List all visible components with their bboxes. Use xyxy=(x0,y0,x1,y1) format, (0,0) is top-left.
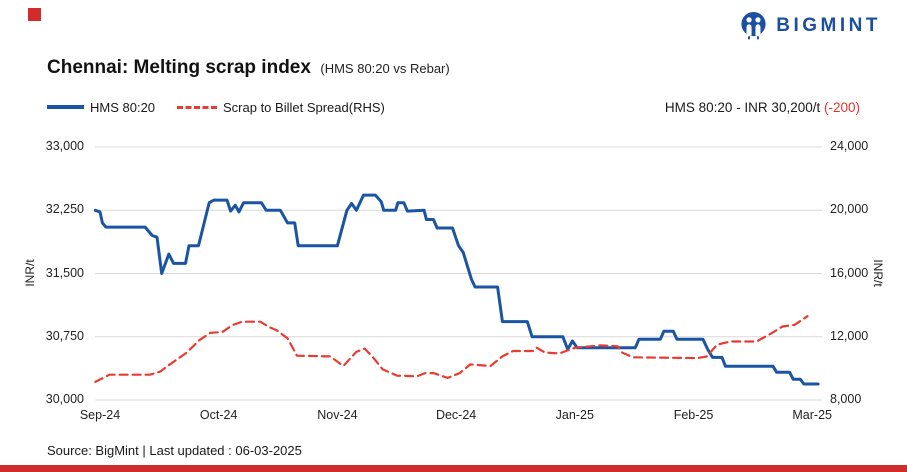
chart-plot-area xyxy=(93,146,822,401)
x-axis-tick-label: Mar-25 xyxy=(792,408,832,422)
y-axis-tick-label: 33,000 xyxy=(45,139,84,153)
x-axis-tick-label: Feb-25 xyxy=(673,408,714,422)
series-line-dashed xyxy=(94,315,809,383)
brand-accent-square xyxy=(28,8,41,21)
x-axis-tick-label: Oct-24 xyxy=(199,408,238,422)
latest-value-annotation: HMS 80:20 - INR 30,200/t (-200) xyxy=(665,100,860,115)
bigmint-logo-text: BIGMINT xyxy=(776,14,881,36)
y-axis-tick-label: 20,000 xyxy=(830,202,869,217)
chart-title-row: Chennai: Melting scrap index (HMS 80:20 … xyxy=(47,57,450,79)
bigmint-logo-icon xyxy=(738,10,769,41)
legend-swatch-dashed-line xyxy=(177,105,217,109)
y-axis-tick-label: 12,000 xyxy=(830,328,869,343)
y-axis-tick-label: 8,000 xyxy=(830,392,862,406)
legend-item-hms-8020[interactable]: HMS 80:20 xyxy=(47,99,155,115)
page-subtitle: (HMS 80:20 vs Rebar) xyxy=(320,61,450,76)
legend-label: Scrap to Billet Spread(RHS) xyxy=(223,99,385,115)
y-axis-tick-label: 31,500 xyxy=(45,265,84,280)
latest-value-change: (-200) xyxy=(823,100,860,115)
y-axis-tick-label: 32,250 xyxy=(45,202,84,217)
y-axis-tick-label: 30,000 xyxy=(45,392,84,406)
series-line-solid xyxy=(93,193,820,386)
page-title: Chennai: Melting scrap index xyxy=(47,57,311,78)
x-axis-tick-label: Nov-24 xyxy=(317,408,358,422)
footer-accent-bar xyxy=(0,465,907,472)
legend-swatch-solid-line xyxy=(47,105,84,109)
x-axis-tick-label: Jan-25 xyxy=(555,408,594,422)
y-axis-tick-label: 16,000 xyxy=(830,265,869,280)
latest-value-text: HMS 80:20 - INR 30,200/t xyxy=(664,100,824,115)
source-caption: Source: BigMint | Last updated : 06-03-2… xyxy=(47,443,302,458)
legend-label: HMS 80:20 xyxy=(90,99,156,115)
x-axis-tick-label: Dec-24 xyxy=(435,408,477,422)
x-axis-tick-label: Sep-24 xyxy=(79,408,121,422)
legend-item-scrap-billet-spread[interactable]: Scrap to Billet Spread(RHS) xyxy=(177,99,385,115)
y-axis-tick-label: 30,750 xyxy=(45,328,84,343)
y-axis-tick-label: 24,000 xyxy=(830,139,869,153)
bigmint-logo: BIGMINT xyxy=(738,10,881,41)
